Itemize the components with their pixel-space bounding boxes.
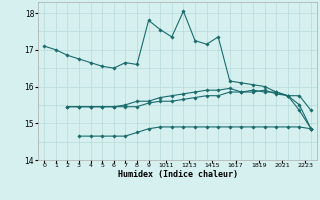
X-axis label: Humidex (Indice chaleur): Humidex (Indice chaleur)	[118, 170, 238, 179]
